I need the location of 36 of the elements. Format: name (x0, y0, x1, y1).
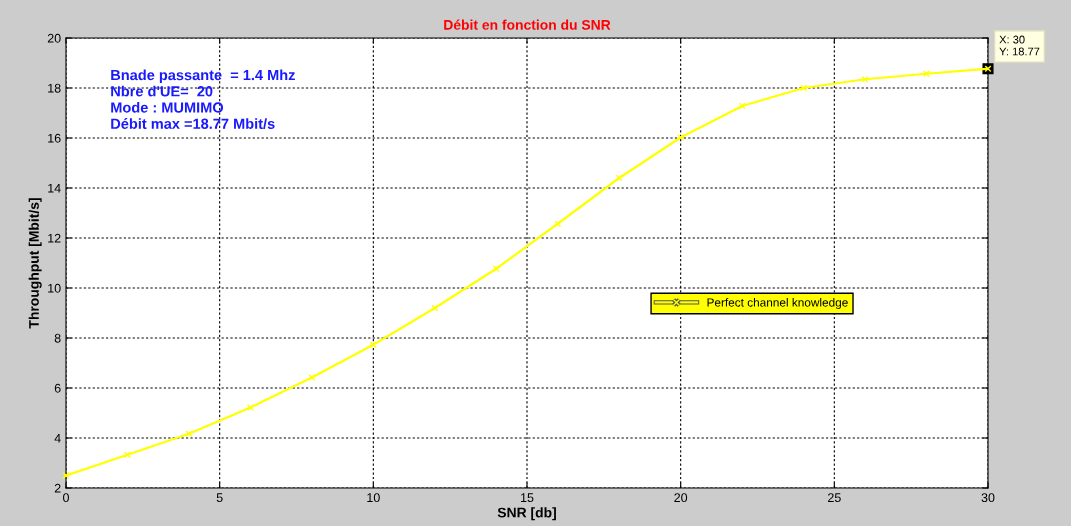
y-tick-label: 20 (47, 33, 61, 43)
y-tick-label: 8 (54, 333, 61, 343)
point (123, 451, 131, 459)
point (246, 404, 254, 411)
point (185, 430, 193, 438)
y-axis-title: Throughput [Mbit/s] (28, 198, 42, 329)
point (308, 374, 316, 381)
point (431, 304, 439, 312)
y-tick-label: 6 (54, 383, 61, 393)
point (62, 472, 70, 479)
point (369, 341, 377, 349)
chart-title: Débit en fonction du SNR (444, 19, 611, 30)
point (800, 84, 808, 92)
y-tick-label: 14 (48, 183, 61, 193)
x-tick-label: 5 (216, 493, 223, 503)
y-tick-label: 10 (48, 283, 61, 293)
point (677, 134, 685, 141)
point (923, 70, 931, 78)
x-tick-label: 20 (674, 493, 688, 503)
y-tick-label: 16 (48, 133, 61, 143)
y-tick-label: 18 (48, 83, 61, 93)
y-tick-label: 12 (48, 233, 61, 243)
point (738, 102, 746, 110)
y-tick-label: 4 (54, 433, 61, 443)
legend-label: Perfect channel knowledge (707, 298, 848, 309)
x-axis-title: SNR [db] (497, 507, 556, 521)
annotation: X: 30 Y: 18.77 (999, 35, 1040, 56)
x-tick-label: 25 (828, 493, 841, 503)
x-tick-label: 10 (367, 493, 380, 503)
x-tick-label: 30 (981, 493, 995, 503)
point (615, 174, 623, 182)
x-tick-label: 15 (521, 493, 534, 503)
x-tick-label: 0 (63, 493, 69, 503)
point (861, 75, 869, 83)
y-tick-label: 2 (54, 483, 61, 493)
annotation: Bnade passante = 1.4 Mhz Nbre d'UE= 20 Mode : MUMIMO Débit max =18.77 Mbit/s (111, 69, 295, 130)
